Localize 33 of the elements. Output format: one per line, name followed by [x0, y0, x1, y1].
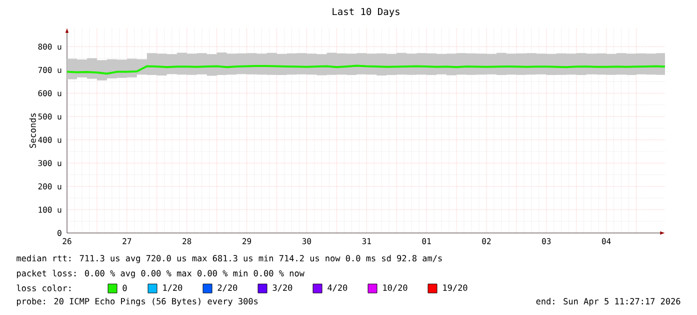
- x-tick-label: 04: [602, 238, 611, 244]
- legend-label: 4/20: [328, 284, 348, 292]
- legend-label: 0: [122, 284, 127, 292]
- y-tick-label: 800 u: [38, 44, 62, 50]
- y-tick-label: 400 u: [38, 136, 62, 143]
- text: loss color:: [16, 284, 70, 292]
- y-tick-label: 600 u: [38, 90, 62, 96]
- y-tick-label: 200 u: [38, 183, 62, 190]
- y-tick-label: 100 u: [38, 206, 62, 213]
- y-tick-label: 300 u: [38, 160, 62, 166]
- x-tick-label: 26: [62, 238, 72, 244]
- legend-label: 10/20: [383, 284, 408, 292]
- x-tick-label: 03: [542, 238, 551, 244]
- x-tick-label: 30: [302, 238, 311, 244]
- x-tick-label: 02: [482, 238, 491, 244]
- y-tick-label: 500 u: [38, 113, 62, 120]
- text: end: Sun Apr 5 11:27:17 2026: [536, 298, 680, 306]
- x-tick-label: 01: [422, 238, 431, 244]
- text: probe: 20 ICMP Echo Pings (56 Bytes) every 300s: [16, 298, 258, 306]
- x-tick-label: 29: [242, 238, 252, 244]
- chart-title: Last 10 Days: [332, 8, 400, 17]
- y-axis-title: Seconds: [29, 113, 36, 148]
- legend-label: 2/20: [218, 284, 238, 292]
- text: median rtt: 711.3 us avg 720.0 us max 681.3 us min 714.2 us now 0.0 ms sd 92.8 am/s: [16, 254, 442, 264]
- text: packet loss: 0.00 % avg 0.00 % max 0.00 % min 0.00 % now: [16, 270, 304, 278]
- x-tick-label: 27: [122, 238, 132, 244]
- x-tick-label: 28: [182, 238, 192, 244]
- y-tick-label: 700 u: [38, 66, 62, 73]
- y-tick-label: 0: [58, 230, 62, 236]
- x-tick-label: 31: [362, 238, 371, 244]
- legend-label: 19/20: [443, 284, 468, 292]
- legend-label: 3/20: [272, 284, 292, 292]
- legend-label: 1/20: [163, 284, 182, 292]
